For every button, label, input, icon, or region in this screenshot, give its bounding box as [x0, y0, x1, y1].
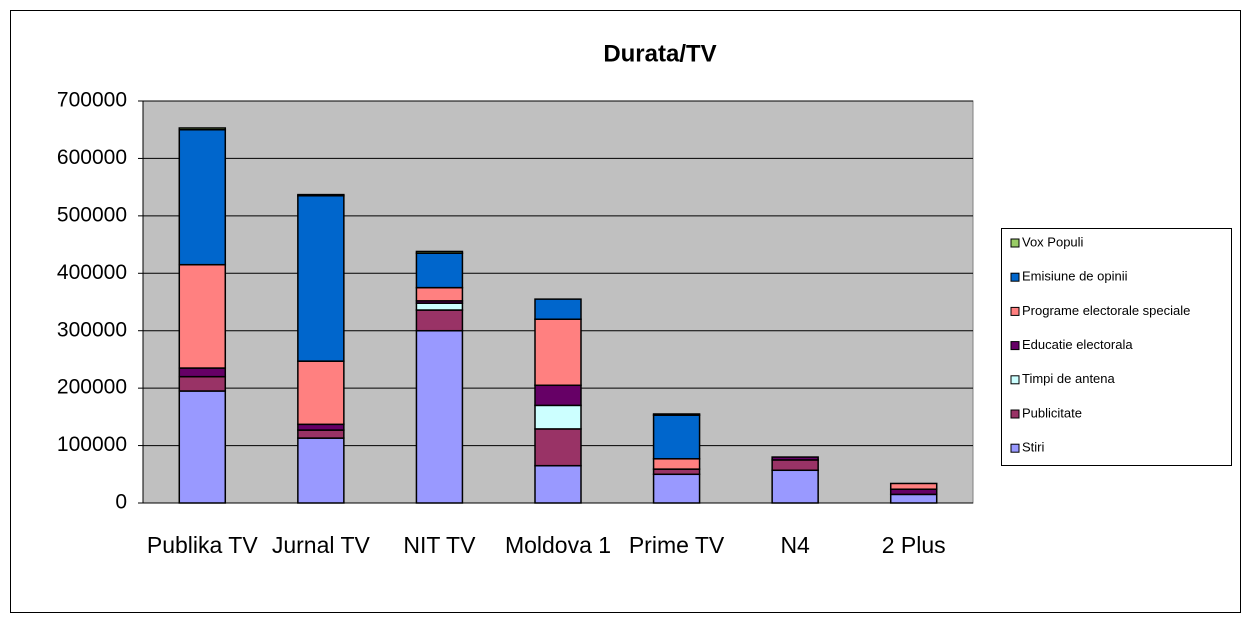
x-tick-label: Publika TV — [147, 532, 258, 558]
bar-segment — [415, 250, 464, 254]
legend-label: Publicitate — [1022, 405, 1082, 420]
bar-segment — [889, 493, 938, 504]
x-tick-label: Prime TV — [629, 532, 725, 558]
y-tick-label: 400000 — [57, 261, 127, 284]
y-tick-label: 700000 — [57, 89, 127, 112]
y-tick-label: 200000 — [57, 376, 127, 399]
legend-label: Programe electorale speciale — [1022, 303, 1190, 318]
bar-segment — [534, 298, 582, 320]
x-tick-label: Moldova 1 — [505, 532, 611, 558]
bar-segment — [652, 414, 701, 460]
bar-segment — [415, 252, 464, 289]
legend-swatch — [1010, 409, 1020, 419]
bar-segment — [652, 468, 701, 476]
bar-segment — [415, 302, 464, 311]
bar-segment — [178, 127, 227, 131]
bar-segment — [534, 318, 582, 387]
bar-segment — [889, 482, 938, 490]
legend-label: Stiri — [1022, 440, 1045, 455]
x-tick-label: Jurnal TV — [272, 532, 371, 558]
bar-segment — [178, 263, 227, 369]
bar-segment — [652, 413, 701, 416]
legend-swatch — [1010, 306, 1020, 316]
y-tick-label: 500000 — [57, 203, 127, 226]
legend-swatch — [1010, 341, 1020, 351]
bar-segment — [297, 195, 345, 362]
chart-title: Durata/TV — [603, 40, 716, 67]
bar-segment — [178, 367, 227, 378]
bar-segment — [415, 286, 464, 302]
legend — [1001, 228, 1232, 466]
bar-segment — [771, 456, 819, 461]
bar-segment — [652, 473, 701, 504]
bar-segment — [415, 329, 464, 504]
bar-segment — [771, 469, 819, 504]
bar-segment — [297, 423, 345, 431]
bar-segment — [534, 428, 582, 467]
legend-label: Vox Populi — [1022, 234, 1084, 249]
bar-segment — [297, 429, 345, 439]
bar-segment — [534, 404, 582, 430]
y-tick-label: 100000 — [57, 433, 127, 456]
legend-swatch — [1010, 272, 1020, 282]
bar-segment — [415, 309, 464, 332]
bar-segment — [297, 360, 345, 426]
legend-swatch — [1010, 443, 1020, 453]
bar-segment — [297, 193, 345, 197]
bar-segment — [297, 437, 345, 504]
x-tick-label: NIT TV — [403, 532, 476, 558]
y-tick-label: 300000 — [57, 318, 127, 341]
y-tick-label: 600000 — [57, 146, 127, 169]
legend-swatch — [1010, 375, 1020, 385]
legend-label: Emisiune de opinii — [1022, 269, 1128, 284]
bar-segment — [652, 458, 701, 470]
y-tick-label: 0 — [115, 491, 127, 514]
legend-label: Timpi de antena — [1022, 371, 1116, 386]
bar-segment — [771, 459, 819, 472]
legend-label: Educatie electorala — [1022, 337, 1133, 352]
bar-segment — [534, 384, 582, 407]
bar-segment — [889, 488, 938, 496]
bar-segment — [534, 464, 582, 504]
bar-segment — [178, 128, 227, 266]
bar-segment — [178, 390, 227, 504]
x-tick-label: 2 Plus — [882, 532, 946, 558]
bar-segment — [178, 375, 227, 392]
legend-swatch — [1010, 238, 1020, 248]
x-tick-label: N4 — [780, 532, 810, 558]
